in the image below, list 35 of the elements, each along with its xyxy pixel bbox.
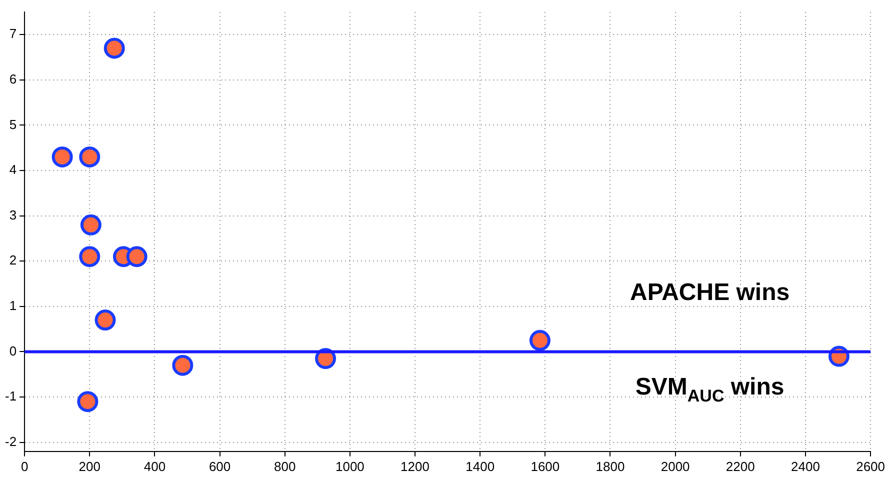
point (94, 310, 116, 331)
y-tick-label: 7 (9, 26, 17, 42)
point (126, 246, 148, 268)
y-tick-label: -1 (4, 388, 17, 404)
x-tick-label: 800 (274, 458, 296, 474)
x-tick-label: 2400 (791, 458, 820, 474)
point (529, 330, 550, 351)
x-tick-label: 2200 (726, 458, 755, 474)
x-tick-label: 1800 (596, 458, 625, 474)
point (80, 214, 102, 236)
x-tick-label: 1000 (335, 458, 364, 474)
y-tick-label: -2 (4, 434, 17, 449)
point (52, 146, 73, 168)
point (79, 246, 100, 268)
x-tick-label: 400 (144, 458, 166, 474)
point (104, 38, 125, 59)
x-tick-label: 1200 (400, 458, 430, 474)
x-tick-label: 2600 (856, 458, 885, 474)
x-tick-label: 600 (208, 458, 231, 474)
y-tick-label: 3 (9, 207, 17, 222)
x-tick-label: 2000 (660, 458, 690, 474)
y-tick-label: 0 (9, 343, 17, 358)
x-tick-label: 200 (78, 458, 100, 474)
x-tick-label: 1400 (466, 458, 495, 474)
annotation: APACHE wins (630, 278, 790, 306)
point (77, 391, 98, 412)
x-tick-label: 0 (20, 458, 28, 474)
y-tick-label: 5 (9, 116, 17, 132)
y-tick-label: 6 (9, 72, 17, 87)
x-tick-label: 1600 (530, 458, 560, 474)
y-tick-label: 2 (9, 252, 17, 268)
y-tick-label: 1 (9, 298, 17, 314)
point (172, 354, 194, 376)
point (79, 146, 100, 168)
y-tick-label: 4 (9, 162, 17, 178)
